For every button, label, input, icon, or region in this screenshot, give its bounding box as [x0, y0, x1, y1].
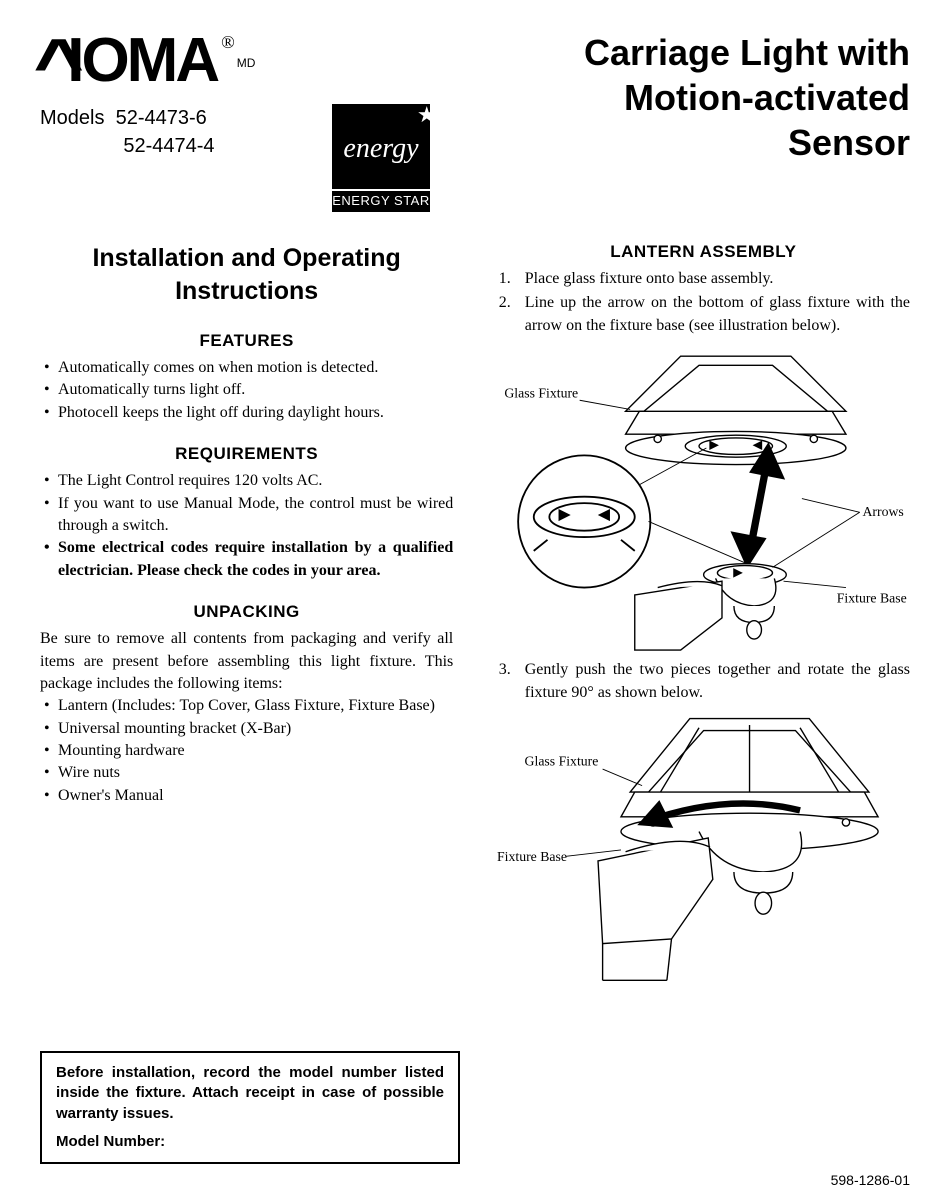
- list-item: Wire nuts: [40, 762, 453, 784]
- requirements-heading: REQUIREMENTS: [40, 444, 453, 464]
- list-item: Some electrical codes require installati…: [40, 537, 453, 582]
- energy-star-badge: energy ★ ENERGY STAR: [332, 104, 430, 212]
- callout-glass-fixture: Glass Fixture: [504, 386, 578, 401]
- features-heading: FEATURES: [40, 331, 453, 351]
- list-item: Line up the arrow on the bottom of glass…: [497, 292, 910, 337]
- energy-star-label: ENERGY STAR: [332, 189, 430, 208]
- footer-code: 598-1286-01: [831, 1172, 910, 1188]
- list-item: If you want to use Manual Mode, the cont…: [40, 493, 453, 538]
- assembly-illustration-2: Glass Fixture Fixture Base: [497, 714, 910, 990]
- list-item: Automatically comes on when motion is de…: [40, 357, 453, 379]
- energy-script: energy: [343, 138, 418, 160]
- models-row: Models 52-4473-6 52-4474-4 energy ★ ENER…: [40, 104, 430, 212]
- product-title: Carriage Light with Motion-activated Sen…: [475, 30, 910, 165]
- callout-fixture-base-2: Fixture Base: [497, 849, 567, 864]
- list-item: The Light Control requires 120 volts AC.: [40, 470, 453, 492]
- unpacking-intro: Be sure to remove all contents from pack…: [40, 628, 453, 695]
- callout-fixture-base: Fixture Base: [837, 590, 907, 605]
- assembly-steps-12: Place glass fixture onto base assembly. …: [497, 268, 910, 337]
- list-item: Gently push the two pieces together and …: [497, 659, 910, 704]
- left-column: Installation and Operating Instructions …: [40, 242, 453, 990]
- list-item: Automatically turns light off.: [40, 379, 453, 401]
- list-item: Owner's Manual: [40, 785, 453, 807]
- left-header: ˄IOMA ® MD Models 52-4473-6 52-4474-4 en…: [40, 30, 458, 212]
- brand-name: ˄IOMA: [40, 30, 217, 92]
- unpacking-list: Lantern (Includes: Top Cover, Glass Fixt…: [40, 695, 453, 807]
- brand-logo: ˄IOMA ® MD: [40, 30, 458, 92]
- right-column: LANTERN ASSEMBLY Place glass fixture ont…: [497, 242, 910, 990]
- callout-glass-fixture-2: Glass Fixture: [524, 754, 598, 769]
- doc-title-l2: Instructions: [175, 277, 318, 305]
- warning-box: Before installation, record the model nu…: [40, 1051, 460, 1164]
- document-title: Installation and Operating Instructions: [40, 242, 453, 307]
- models-text: Models 52-4473-6 52-4474-4: [40, 104, 215, 160]
- model-number-label: Model Number:: [56, 1132, 444, 1152]
- callout-arrows: Arrows: [862, 504, 903, 519]
- content-columns: Installation and Operating Instructions …: [40, 242, 910, 990]
- list-item: Mounting hardware: [40, 740, 453, 762]
- list-item: Lantern (Includes: Top Cover, Glass Fixt…: [40, 695, 453, 717]
- model-2: 52-4474-4: [123, 135, 214, 157]
- models-label: Models: [40, 107, 104, 129]
- md-mark: MD: [237, 56, 256, 70]
- list-item: Photocell keeps the light off during day…: [40, 402, 453, 424]
- features-list: Automatically comes on when motion is de…: [40, 357, 453, 424]
- assembly-heading: LANTERN ASSEMBLY: [497, 242, 910, 262]
- list-item: Place glass fixture onto base assembly.: [497, 268, 910, 290]
- header-row: ˄IOMA ® MD Models 52-4473-6 52-4474-4 en…: [40, 30, 910, 212]
- product-title-line2: Motion-activated: [624, 77, 910, 118]
- product-title-line3: Sensor: [788, 122, 910, 163]
- model-1: 52-4473-6: [116, 107, 207, 129]
- doc-title-l1: Installation and Operating: [92, 244, 400, 272]
- product-title-line1: Carriage Light with: [584, 32, 910, 73]
- requirements-list: The Light Control requires 120 volts AC.…: [40, 470, 453, 582]
- star-icon: ★: [417, 102, 437, 128]
- assembly-illustration-1: Glass Fixture Arrows Fixture Base: [497, 347, 910, 659]
- registered-mark: ®: [221, 32, 235, 53]
- list-item: Universal mounting bracket (X-Bar): [40, 718, 453, 740]
- warning-text: Before installation, record the model nu…: [56, 1063, 444, 1124]
- unpacking-heading: UNPACKING: [40, 602, 453, 622]
- assembly-step-3: Gently push the two pieces together and …: [497, 659, 910, 704]
